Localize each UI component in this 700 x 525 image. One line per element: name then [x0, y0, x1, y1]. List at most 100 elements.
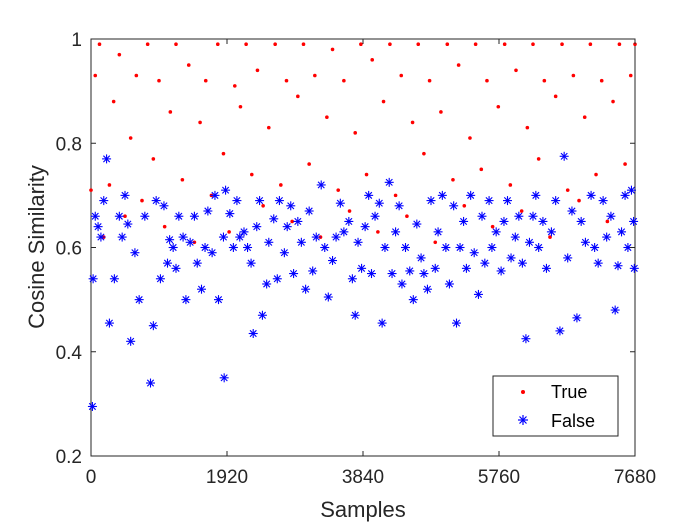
false-point: [416, 253, 426, 263]
true-point: [536, 157, 541, 161]
false-point: [586, 190, 596, 200]
true-point: [89, 188, 93, 192]
false-point: [185, 237, 195, 247]
true-point: [605, 219, 610, 224]
false-point: [308, 266, 318, 276]
true-point: [405, 214, 409, 219]
false-point: [151, 196, 161, 206]
false-point: [606, 211, 616, 221]
false-point: [104, 318, 114, 328]
false-point: [496, 266, 506, 276]
false-point: [189, 211, 199, 221]
true-point: [180, 177, 185, 182]
false-point: [559, 151, 569, 161]
legend-true-marker: [521, 390, 525, 394]
true-point: [261, 204, 265, 208]
false-point: [528, 211, 538, 221]
true-series: [89, 42, 637, 245]
false-point: [480, 258, 490, 268]
true-point: [266, 125, 271, 130]
false-point: [264, 237, 274, 247]
false-point: [452, 318, 461, 328]
true-point: [456, 63, 461, 67]
false-point: [419, 269, 429, 279]
y-tick-label: 0.4: [56, 343, 83, 364]
false-point: [572, 313, 582, 323]
false-point: [262, 279, 272, 289]
false-point: [286, 201, 296, 211]
y-axis-title: Cosine Similarity: [24, 165, 49, 329]
true-point: [290, 219, 294, 224]
true-point: [633, 42, 637, 47]
false-point: [555, 326, 565, 336]
false-point: [88, 274, 98, 284]
false-point: [499, 216, 509, 226]
false-point: [534, 243, 544, 252]
false-point: [357, 263, 367, 273]
x-tick-label: 7680: [614, 467, 656, 488]
true-point: [628, 73, 633, 78]
true-point: [168, 110, 173, 114]
false-point: [331, 232, 341, 242]
false-point: [521, 334, 531, 344]
false-point: [613, 261, 623, 271]
true-point: [582, 115, 587, 119]
y-tick-label: 1: [71, 30, 82, 51]
false-point: [455, 243, 465, 252]
false-point: [617, 227, 627, 237]
false-point: [449, 201, 459, 211]
false-point: [408, 295, 418, 305]
false-point: [165, 235, 175, 245]
false-point: [629, 263, 639, 273]
false-point: [207, 248, 217, 258]
true-point: [479, 167, 484, 172]
false-point: [477, 211, 487, 221]
true-point: [588, 42, 593, 47]
false-point: [282, 222, 292, 232]
false-point: [174, 211, 184, 221]
true-point: [93, 73, 98, 78]
false-point: [269, 214, 279, 224]
true-point: [336, 188, 341, 192]
false-point: [255, 196, 265, 206]
false-point: [514, 211, 524, 221]
false-point: [531, 190, 541, 200]
true-point: [508, 183, 513, 187]
false-point: [117, 232, 127, 242]
false-point: [580, 237, 590, 247]
false-point: [350, 310, 360, 320]
true-point: [238, 104, 243, 109]
true-point: [249, 172, 254, 177]
true-point: [451, 177, 455, 182]
true-point: [623, 162, 627, 166]
true-point: [203, 78, 208, 83]
false-point: [181, 295, 191, 305]
legend-false-marker: [518, 415, 528, 425]
true-point: [353, 131, 358, 135]
true-point: [111, 99, 116, 104]
x-axis: 0 1920 3840 5760 7680: [86, 39, 656, 488]
true-point: [244, 42, 248, 47]
true-point: [128, 136, 133, 140]
false-point: [360, 222, 370, 232]
false-point: [235, 232, 245, 242]
false-point: [328, 256, 338, 266]
false-point: [469, 248, 479, 258]
true-point: [215, 42, 220, 47]
false-point: [214, 295, 223, 305]
true-point: [107, 183, 112, 187]
true-point: [381, 99, 386, 104]
false-point: [163, 258, 172, 268]
false-point: [461, 263, 471, 273]
true-point: [313, 73, 317, 78]
false-point: [503, 196, 512, 206]
false-point: [304, 206, 314, 216]
true-point: [301, 42, 306, 47]
true-point: [571, 73, 576, 78]
false-point: [484, 196, 494, 206]
true-point: [388, 42, 392, 47]
true-point: [307, 162, 311, 166]
false-point: [301, 284, 311, 294]
x-tick-label: 0: [86, 467, 97, 488]
